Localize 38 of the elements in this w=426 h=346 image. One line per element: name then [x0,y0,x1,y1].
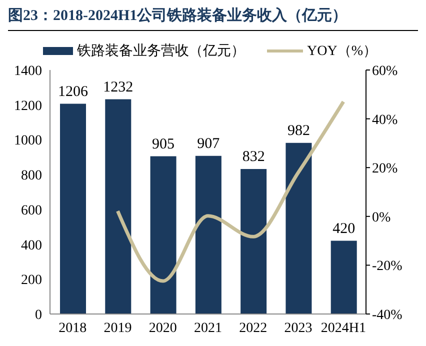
y2-tick-label: 0% [372,210,391,226]
bar [330,240,357,314]
bar [240,168,267,314]
data-label: 907 [197,136,220,152]
y2-tick-label: -20% [372,259,403,274]
y-tick-label: 600 [21,203,42,218]
data-label: 1206 [58,84,88,100]
data-label: 832 [242,148,265,165]
y-tick-label: 200 [21,273,42,288]
x-tick-label: 2021 [194,320,222,336]
y-tick-label: 0 [35,308,42,323]
legend-label: 铁路装备业务营收（亿元） [76,42,245,60]
data-label: 1232 [103,79,134,96]
x-tick-label: 2022 [239,320,268,336]
bar [60,104,86,314]
data-label: 982 [287,122,310,139]
bar [150,156,176,314]
bar [286,142,312,314]
y-tick-label: 1400 [14,64,42,79]
y-tick-label: 1200 [14,98,42,114]
x-tick-label: 2019 [104,320,132,336]
x-tick-label: 2018 [58,320,87,336]
y2-tick-label: 20% [372,162,398,177]
y-tick-label: 800 [21,168,42,184]
x-tick-label: 2023 [284,320,312,336]
bar [105,99,132,314]
y-tick-label: 1000 [14,134,42,149]
y2-tick-label: 40% [372,112,398,128]
data-label: 420 [332,220,356,237]
data-label: 905 [152,136,175,152]
y2-tick-label: 60% [372,64,398,79]
x-tick-label: 2020 [148,320,177,336]
legend-label: YOY（%） [306,43,377,60]
x-tick-label: 2024H1 [320,320,366,336]
chart-title: 图23：2018-2024H1公司铁路装备业务收入（亿元） [8,6,418,31]
bar [195,156,222,314]
y-tick-label: 400 [21,238,42,254]
y2-tick-label: -40% [372,308,403,323]
